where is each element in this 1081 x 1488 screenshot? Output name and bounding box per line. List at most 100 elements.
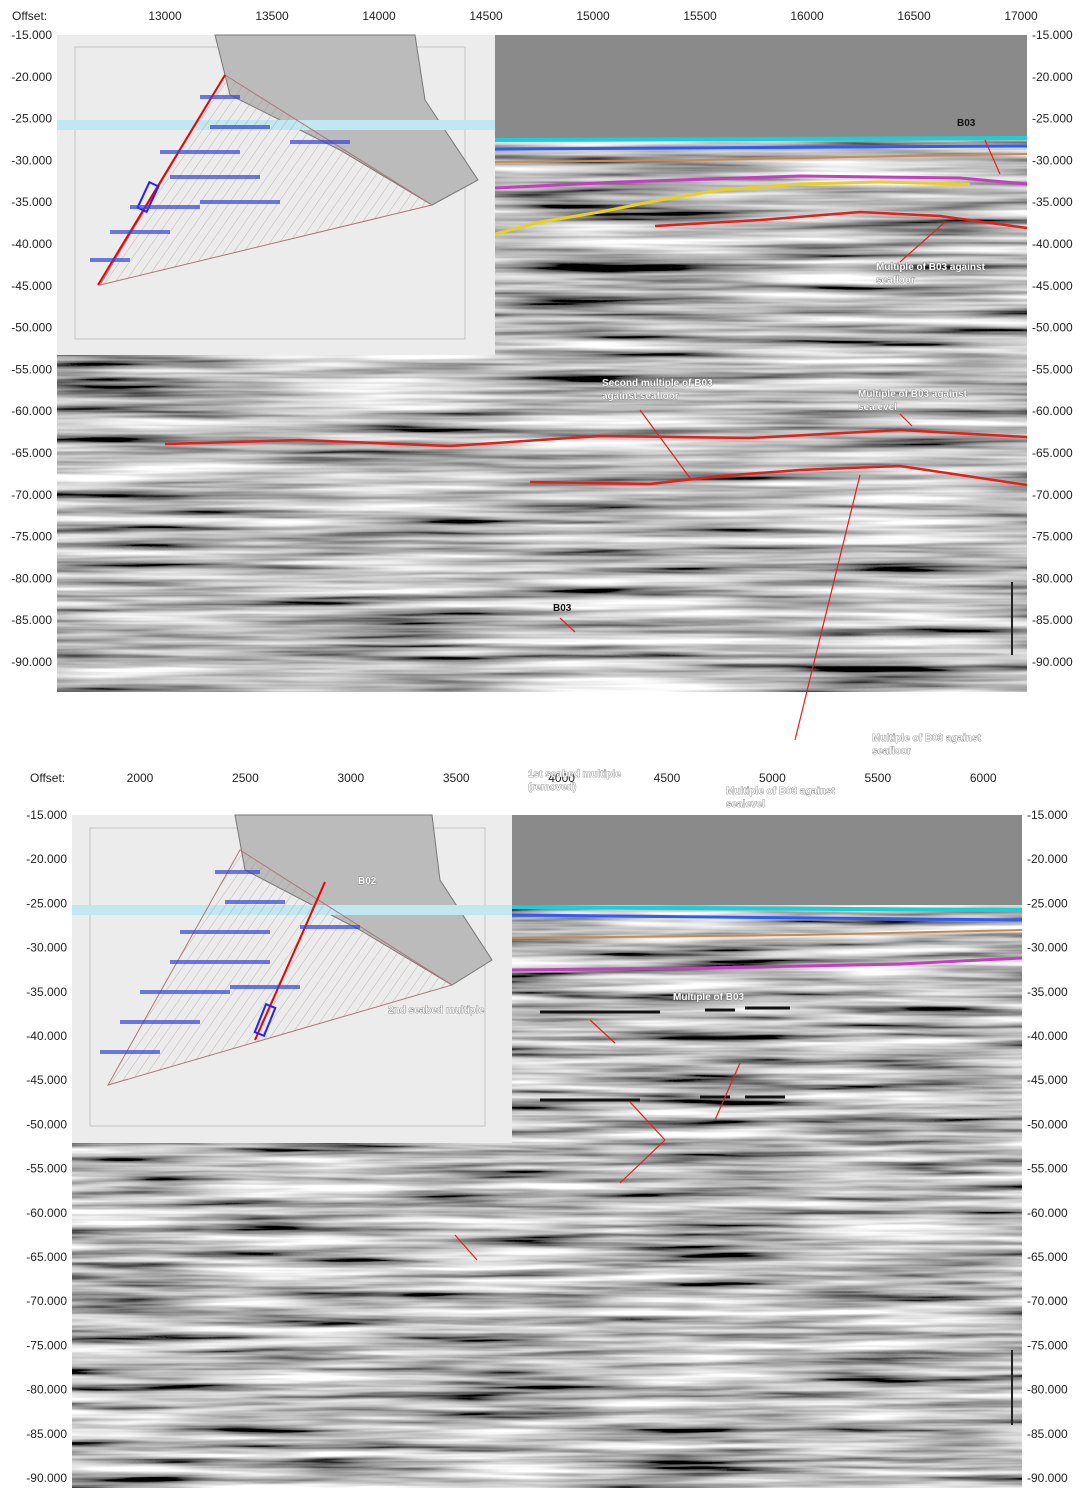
- y-tick-label: -20.000: [26, 852, 67, 866]
- b03-horizon: [511, 956, 1023, 972]
- x-tick-label: 16500: [897, 9, 931, 23]
- y-tick-label: -85.000: [1027, 1427, 1068, 1441]
- panel-1: [57, 34, 1028, 692]
- y-tick-label: -25.000: [1027, 896, 1068, 910]
- y-tick-label: -60.000: [26, 1206, 67, 1220]
- annotation: Multiple of B03 against: [726, 786, 836, 797]
- horizon: [511, 913, 1023, 922]
- multiple-horizon: [164, 428, 1028, 448]
- y-tick-label: -35.000: [11, 195, 52, 209]
- annotation: Multiple of B03: [673, 992, 745, 1003]
- y-tick-label: -80.000: [26, 1383, 67, 1397]
- y-tick-label: -75.000: [1027, 1338, 1068, 1352]
- annotation: B03: [957, 118, 976, 129]
- x-tick-label: 2000: [127, 771, 154, 785]
- y-tick-label: -20.000: [11, 70, 52, 84]
- arrows: [454, 474, 861, 1261]
- y-tick-label: -30.000: [1032, 153, 1073, 167]
- annotation: B03: [553, 603, 572, 614]
- annotation: 2nd seabed multiple: [388, 1005, 485, 1016]
- y-tick-label: -30.000: [26, 941, 67, 955]
- y-tick-label: -40.000: [26, 1029, 67, 1043]
- annotation: (removed): [528, 782, 576, 793]
- y-tick-label: -55.000: [11, 362, 52, 376]
- y-tick-label: -60.000: [11, 404, 52, 418]
- x-tick-label: 14500: [469, 9, 503, 23]
- x-tick-label: 6000: [970, 771, 997, 785]
- x-tick-label: 15500: [683, 9, 717, 23]
- multiple-horizon: [529, 464, 1028, 487]
- annotation: sealevel: [858, 402, 897, 413]
- horizon: [494, 144, 1028, 151]
- y-tick-label: -85.000: [11, 613, 52, 627]
- y-tick-label: -85.000: [26, 1427, 67, 1441]
- horizon: [494, 174, 1028, 190]
- y-tick-label: -30.000: [11, 153, 52, 167]
- y-tick-label: -75.000: [26, 1338, 67, 1352]
- y-tick-label: -90.000: [26, 1471, 67, 1485]
- y-tick-label: -90.000: [1027, 1471, 1068, 1485]
- annotation: B02: [358, 876, 377, 887]
- annotation: against seafloor: [602, 391, 679, 402]
- y-tick-label: -20.000: [1027, 852, 1068, 866]
- x-tick-label: 17000: [1004, 9, 1038, 23]
- x-tick-label: 13500: [255, 9, 289, 23]
- y-tick-label: -80.000: [11, 571, 52, 585]
- y-tick-label: -65.000: [1032, 446, 1073, 460]
- y-tick-label: -40.000: [1032, 237, 1073, 251]
- x-tick-label: 16000: [790, 9, 824, 23]
- y-tick-label: -90.000: [11, 655, 52, 669]
- b03-horizon: [494, 180, 971, 236]
- y-tick-label: -40.000: [1027, 1029, 1068, 1043]
- seafloor-horizon: [511, 905, 1023, 912]
- y-tick-label: -65.000: [26, 1250, 67, 1264]
- x-tick-label: 14000: [362, 9, 396, 23]
- annotation: seafloor: [876, 275, 915, 286]
- annotation: Second multiple of B03: [602, 378, 713, 389]
- offset-label: Offset:: [30, 771, 65, 785]
- y-tick-label: -15.000: [1032, 28, 1073, 42]
- y-tick-label: -85.000: [1032, 613, 1073, 627]
- y-tick-label: -55.000: [26, 1162, 67, 1176]
- y-tick-label: -65.000: [1027, 1250, 1068, 1264]
- horizon: [511, 929, 1023, 939]
- y-tick-label: -70.000: [1032, 488, 1073, 502]
- seafloor-horizon: [494, 136, 1028, 142]
- panel-2: [72, 474, 1023, 1488]
- x-tick-label: 3500: [443, 771, 470, 785]
- y-tick-label: -70.000: [11, 488, 52, 502]
- y-tick-label: -70.000: [1027, 1294, 1068, 1308]
- annotation: Multiple of B03 against: [858, 389, 968, 400]
- arrows: [639, 139, 1001, 479]
- y-tick-label: -90.000: [1032, 655, 1073, 669]
- y-tick-label: -15.000: [11, 28, 52, 42]
- y-tick-label: -50.000: [1032, 321, 1073, 335]
- inset-map: [57, 34, 495, 355]
- y-tick-label: -45.000: [11, 279, 52, 293]
- y-tick-label: -35.000: [1032, 195, 1073, 209]
- multiple-horizon: [654, 210, 1028, 230]
- y-tick-label: -15.000: [1027, 808, 1068, 822]
- x-tick-label: 4500: [654, 771, 681, 785]
- annotation: seafloor: [872, 746, 911, 757]
- annotation: sealevel: [726, 799, 765, 810]
- water-column: [495, 35, 1027, 138]
- x-tick-label: 3000: [337, 771, 364, 785]
- y-tick-label: -50.000: [26, 1117, 67, 1131]
- y-tick-label: -80.000: [1032, 571, 1073, 585]
- water-column: [512, 815, 1022, 905]
- y-tick-label: -75.000: [11, 530, 52, 544]
- y-tick-label: -60.000: [1027, 1206, 1068, 1220]
- y-tick-label: -25.000: [1032, 112, 1073, 126]
- annotation: Multiple of B03 against: [872, 733, 982, 744]
- inset-map: [72, 814, 512, 1143]
- y-tick-label: -20.000: [1032, 70, 1073, 84]
- horizon: [494, 153, 1028, 163]
- annotation: 1st seabed multiple: [528, 769, 621, 780]
- annotation: Multiple of B03 against: [876, 262, 986, 273]
- y-tick-label: -30.000: [1027, 941, 1068, 955]
- x-tick-label: 5000: [759, 771, 786, 785]
- y-tick-label: -65.000: [11, 446, 52, 460]
- y-tick-label: -50.000: [1027, 1117, 1068, 1131]
